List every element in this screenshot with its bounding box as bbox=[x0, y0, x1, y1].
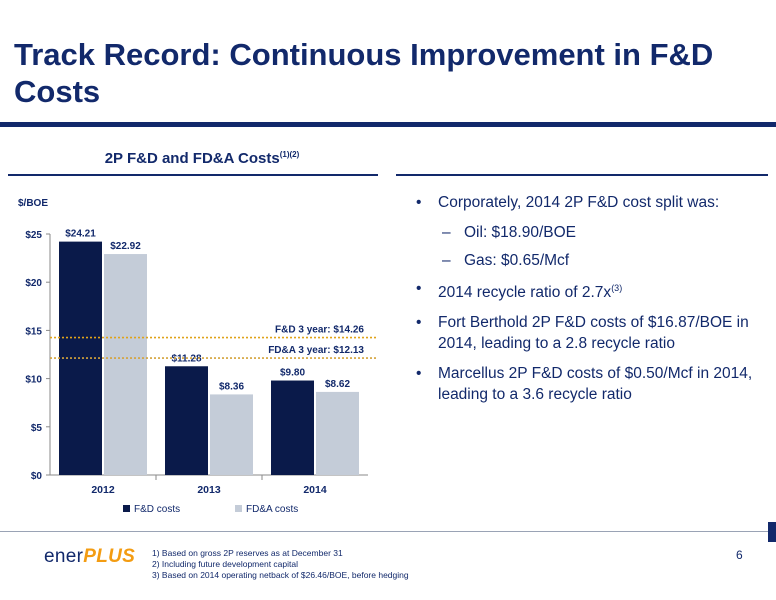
x-tick-label: 2013 bbox=[197, 484, 221, 496]
reference-line-label: F&D 3 year: $14.26 bbox=[275, 325, 364, 336]
bar-chart: $/BOE$0$5$10$15$20$25$24.21$22.922012$11… bbox=[18, 198, 376, 515]
edge-tab bbox=[768, 522, 776, 542]
footnote-3: 3) Based on 2014 operating netback of $2… bbox=[152, 570, 409, 580]
logo-part-plus: PLUS bbox=[83, 546, 136, 567]
bar-fda-2014 bbox=[316, 391, 359, 475]
bullet-list: Corporately, 2014 2P F&D cost split was:… bbox=[416, 192, 768, 414]
y-tick-label: $0 bbox=[31, 471, 43, 482]
footer-divider bbox=[0, 531, 776, 532]
y-tick-label: $10 bbox=[25, 375, 42, 386]
chart-title: 2P F&D and FD&A Costs(1)(2) bbox=[22, 150, 382, 167]
legend-swatch bbox=[123, 505, 130, 512]
sub-bullet-gas: Gas: $0.65/Mcf bbox=[416, 250, 768, 271]
legend-swatch bbox=[235, 505, 242, 512]
sub-bullet-oil: Oil: $18.90/BOE bbox=[416, 222, 768, 243]
bullets-divider bbox=[396, 174, 768, 176]
data-label: $9.80 bbox=[280, 368, 305, 379]
y-tick-label: $25 bbox=[25, 230, 42, 241]
data-label: $24.21 bbox=[65, 229, 96, 240]
footnote-2: 2) Including future development capital bbox=[152, 559, 299, 569]
bar-fd-2013 bbox=[165, 366, 208, 475]
bar-fda-2013 bbox=[210, 394, 253, 475]
legend-label: FD&A costs bbox=[246, 504, 298, 515]
y-tick-label: $15 bbox=[25, 326, 42, 337]
chart-title-text: 2P F&D and FD&A Costs bbox=[104, 150, 280, 167]
x-tick-label: 2012 bbox=[91, 484, 115, 496]
x-tick-label: 2014 bbox=[303, 484, 327, 496]
y-tick-label: $20 bbox=[25, 278, 42, 289]
company-logo: enerPLUS bbox=[44, 546, 135, 568]
y-tick-label: $5 bbox=[31, 423, 43, 434]
slide-title: Track Record: Continuous Improvement in … bbox=[14, 37, 714, 109]
chart-title-superscript: (1)(2) bbox=[279, 150, 300, 159]
data-label: $8.36 bbox=[219, 381, 244, 392]
logo-part-ener: ener bbox=[44, 546, 84, 567]
title-divider bbox=[0, 122, 776, 127]
bullet-recycle-ratio-text: 2014 recycle ratio of 2.7x bbox=[438, 284, 612, 302]
data-label: $8.62 bbox=[325, 379, 350, 390]
bullet-cost-split: Corporately, 2014 2P F&D cost split was: bbox=[416, 192, 768, 213]
bullet-marcellus: Marcellus 2P F&D costs of $0.50/Mcf in 2… bbox=[416, 363, 768, 405]
bullet-fort-berthold: Fort Berthold 2P F&D costs of $16.87/BOE… bbox=[416, 312, 768, 354]
footnotes: 1) Based on gross 2P reserves as at Dece… bbox=[152, 548, 409, 581]
legend-label: F&D costs bbox=[134, 504, 180, 515]
data-label: $22.92 bbox=[110, 241, 141, 252]
bullet-recycle-ratio: 2014 recycle ratio of 2.7x(3) bbox=[416, 278, 768, 303]
page-number: 6 bbox=[736, 548, 743, 562]
footnote-1: 1) Based on gross 2P reserves as at Dece… bbox=[152, 548, 343, 558]
bar-fd-2014 bbox=[271, 380, 314, 475]
bar-fda-2012 bbox=[104, 254, 147, 475]
chart-title-divider bbox=[8, 174, 378, 176]
bullet-recycle-ratio-superscript: (3) bbox=[611, 283, 623, 293]
reference-line-label: FD&A 3 year: $12.13 bbox=[268, 345, 364, 356]
y-axis-label: $/BOE bbox=[18, 198, 48, 209]
